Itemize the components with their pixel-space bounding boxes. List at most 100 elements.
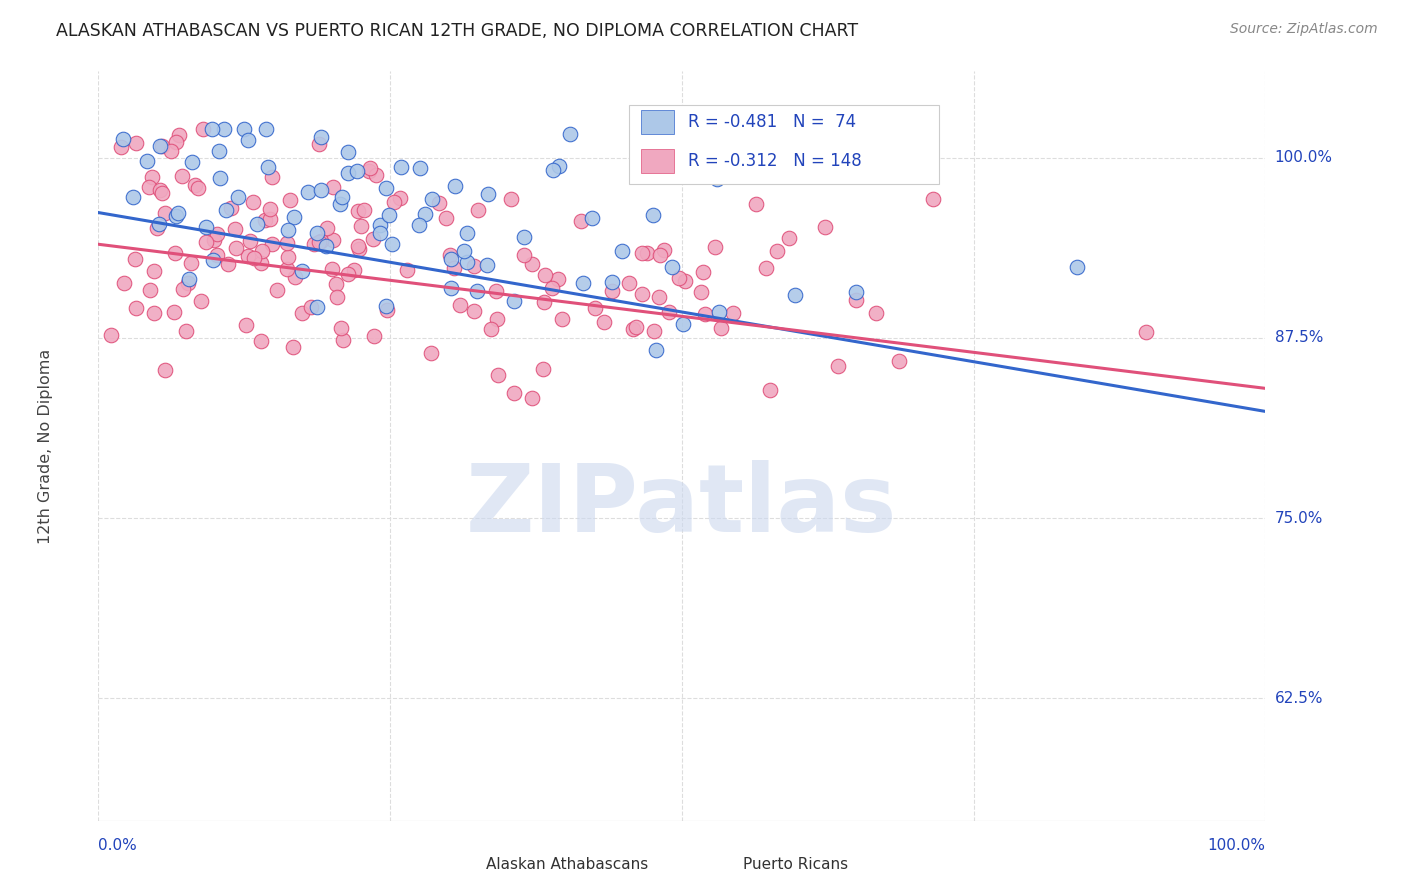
- Point: [484, 285, 506, 299]
- Point: [600, 275, 623, 289]
- Text: 12th Grade, No Diploma: 12th Grade, No Diploma: [38, 349, 53, 543]
- Point: [827, 359, 849, 373]
- Point: [375, 302, 398, 317]
- Point: [243, 251, 266, 265]
- Point: [710, 321, 733, 335]
- Point: [593, 316, 616, 330]
- Point: [443, 261, 465, 276]
- Text: R = -0.312   N = 148: R = -0.312 N = 148: [688, 152, 862, 169]
- Point: [170, 169, 193, 183]
- Point: [232, 122, 254, 136]
- Point: [205, 248, 228, 262]
- Point: [297, 185, 319, 199]
- Point: [139, 283, 162, 297]
- Point: [477, 187, 499, 202]
- Point: [205, 227, 228, 241]
- Text: Alaskan Athabascans: Alaskan Athabascans: [486, 856, 648, 871]
- Point: [569, 214, 592, 228]
- Point: [485, 312, 508, 326]
- Point: [124, 252, 146, 266]
- Point: [673, 274, 696, 288]
- Point: [382, 195, 405, 210]
- Point: [146, 220, 169, 235]
- Point: [315, 239, 337, 253]
- Text: 100.0%: 100.0%: [1208, 838, 1265, 853]
- Point: [456, 226, 478, 240]
- Point: [444, 179, 467, 194]
- Point: [276, 261, 298, 276]
- Point: [299, 300, 322, 314]
- Point: [110, 140, 132, 154]
- Point: [501, 192, 523, 206]
- Point: [631, 246, 654, 260]
- Point: [560, 127, 582, 141]
- FancyBboxPatch shape: [641, 149, 673, 172]
- Point: [463, 303, 485, 318]
- Point: [253, 212, 276, 227]
- Point: [236, 249, 259, 263]
- Point: [160, 144, 183, 158]
- Point: [745, 197, 768, 211]
- Point: [309, 183, 332, 197]
- Point: [364, 169, 387, 183]
- Point: [477, 258, 499, 272]
- Point: [326, 290, 349, 304]
- Point: [238, 133, 260, 147]
- Point: [281, 339, 304, 353]
- Point: [249, 334, 271, 348]
- Point: [257, 160, 280, 174]
- Point: [194, 220, 217, 235]
- Point: [112, 277, 135, 291]
- Point: [266, 284, 288, 298]
- Point: [347, 242, 370, 256]
- Point: [522, 257, 544, 271]
- Point: [652, 243, 675, 257]
- Point: [149, 183, 172, 197]
- Point: [181, 155, 204, 169]
- Point: [347, 203, 370, 218]
- Point: [165, 245, 187, 260]
- Point: [221, 201, 243, 215]
- Point: [648, 290, 671, 304]
- Point: [408, 218, 430, 232]
- Text: 0.0%: 0.0%: [98, 838, 138, 853]
- Point: [155, 363, 177, 377]
- Point: [520, 391, 543, 405]
- Point: [463, 259, 485, 273]
- Point: [395, 263, 418, 277]
- Point: [337, 166, 360, 180]
- Point: [693, 307, 716, 321]
- Point: [208, 170, 231, 185]
- Point: [357, 163, 380, 178]
- Point: [332, 334, 354, 348]
- Point: [308, 235, 330, 249]
- Point: [440, 281, 463, 295]
- Point: [709, 305, 731, 319]
- Point: [291, 264, 314, 278]
- Point: [409, 161, 432, 175]
- Point: [547, 272, 569, 286]
- Point: [465, 284, 488, 298]
- Point: [636, 246, 658, 260]
- Point: [329, 320, 352, 334]
- Point: [427, 196, 450, 211]
- Point: [581, 211, 603, 225]
- Point: [167, 128, 190, 142]
- Point: [368, 226, 391, 240]
- Point: [1135, 325, 1157, 339]
- Point: [260, 237, 283, 252]
- Point: [350, 219, 373, 233]
- Point: [201, 122, 224, 136]
- Point: [467, 202, 489, 217]
- Point: [643, 208, 665, 222]
- Point: [692, 264, 714, 278]
- FancyBboxPatch shape: [706, 855, 734, 873]
- Point: [321, 261, 343, 276]
- Point: [148, 217, 170, 231]
- Point: [845, 293, 868, 307]
- Point: [419, 346, 441, 360]
- Point: [165, 209, 187, 223]
- Point: [668, 271, 690, 285]
- Point: [239, 234, 262, 248]
- Point: [479, 322, 502, 336]
